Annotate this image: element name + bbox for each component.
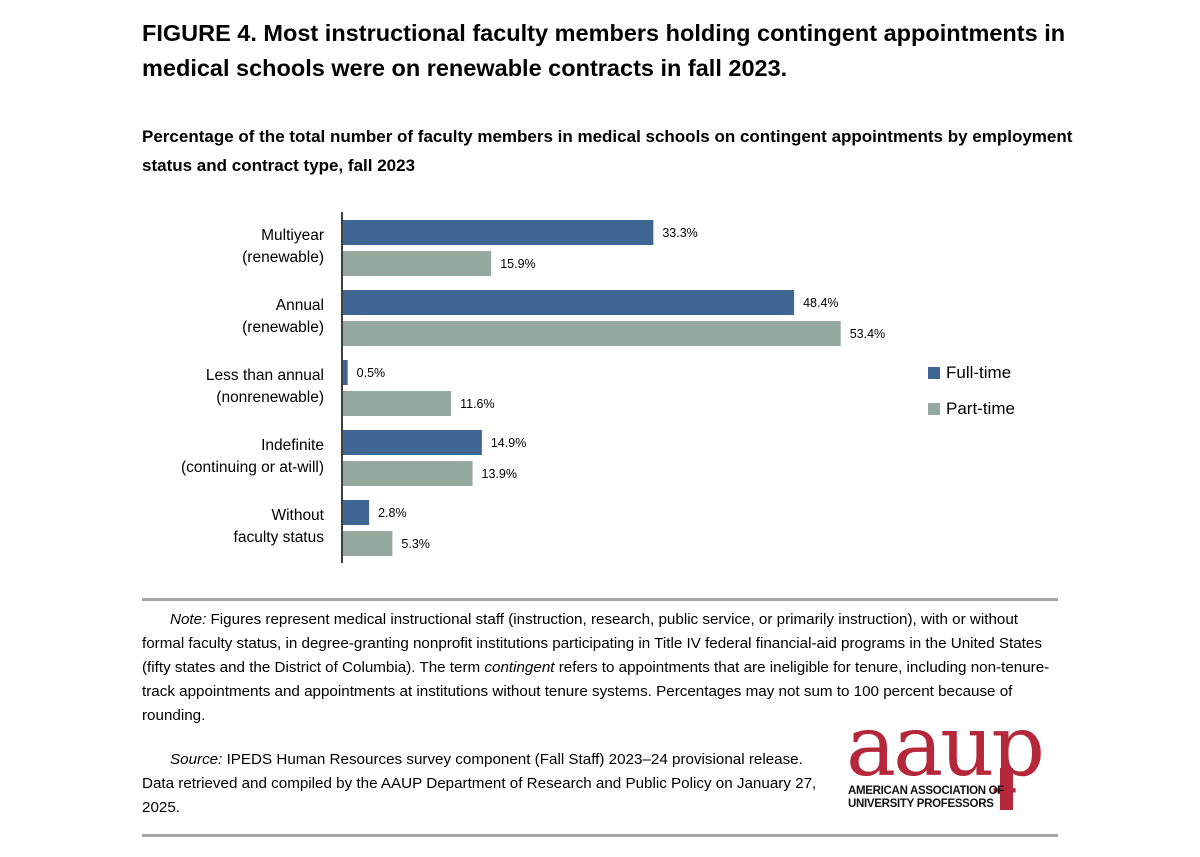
note-text-2: refers to appointments that are ineligib… xyxy=(142,659,1050,724)
aaup-logo: aaup AMERICAN ASSOCIATION OF UNIVERSITY … xyxy=(846,704,1062,818)
bar-full-time-indefinite xyxy=(343,430,482,455)
category-label-indefinite: Indefinite (continuing or at-will) xyxy=(130,435,324,479)
data-label-full-time-indefinite: 14.9% xyxy=(491,436,526,450)
data-label-full-time-annual: 48.4% xyxy=(803,296,838,310)
figure-title: FIGURE 4. Most instructional faculty mem… xyxy=(142,20,1066,81)
category-label-line: (renewable) xyxy=(242,249,324,266)
category-label-line: faculty status xyxy=(233,529,324,546)
category-label-line: (renewable) xyxy=(242,319,324,336)
category-label-line: Less than annual xyxy=(205,367,324,384)
bar-part-time-indefinite xyxy=(343,461,473,486)
note-paragraph: Note: Figures represent medical instruct… xyxy=(142,608,1062,728)
legend-swatch-part-time xyxy=(928,403,940,415)
category-label-line: (continuing or at-will) xyxy=(181,459,324,476)
bar-part-time-less-than-annual xyxy=(343,391,452,416)
note-label: Note: xyxy=(170,611,207,628)
category-label-line: Multiyear xyxy=(261,227,324,244)
bar-full-time-less-than-annual xyxy=(343,360,348,385)
legend-swatch-full-time xyxy=(928,367,940,379)
divider-bottom xyxy=(142,834,1058,837)
bar-part-time-multiyear xyxy=(343,251,492,276)
bar-full-time-without xyxy=(343,500,370,525)
data-label-part-time-without: 5.3% xyxy=(401,537,430,551)
logo-line-1: AMERICAN ASSOCIATION OF xyxy=(848,785,1005,797)
note-text-1: Figures represent medical instructional … xyxy=(142,611,1042,676)
note-emphasis: contingent xyxy=(484,659,555,676)
legend-label-full-time: Full-time xyxy=(946,363,1012,382)
category-label-line: Annual xyxy=(275,297,324,314)
source-label: Source: xyxy=(170,751,223,768)
category-label-annual: Annual (renewable) xyxy=(130,295,324,339)
data-label-part-time-multiyear: 15.9% xyxy=(500,257,535,271)
logo-bar xyxy=(1000,768,1013,810)
data-label-part-time-indefinite: 13.9% xyxy=(482,467,517,481)
legend: Full-time Part-time xyxy=(928,355,1015,427)
legend-label-part-time: Part-time xyxy=(946,399,1015,418)
bar-part-time-annual xyxy=(343,321,841,346)
logo-line-2: UNIVERSITY PROFESSORS xyxy=(848,798,994,810)
source-text: IPEDS Human Resources survey component (… xyxy=(142,751,817,816)
divider-top xyxy=(142,598,1058,601)
data-label-full-time-multiyear: 33.3% xyxy=(662,226,697,240)
bar-full-time-annual xyxy=(343,290,795,315)
bar-full-time-multiyear xyxy=(343,220,654,245)
data-label-part-time-annual: 53.4% xyxy=(850,327,885,341)
source-paragraph: Source: IPEDS Human Resources survey com… xyxy=(142,748,832,820)
data-label-full-time-less-than-annual: 0.5% xyxy=(357,366,386,380)
data-label-part-time-less-than-annual: 11.6% xyxy=(460,397,495,411)
chart-title: Percentage of the total number of facult… xyxy=(142,127,1073,175)
data-label-full-time-without: 2.8% xyxy=(378,506,407,520)
legend-item-full-time: Full-time xyxy=(928,355,1015,391)
bar-part-time-without xyxy=(343,531,393,556)
category-label-multiyear: Multiyear (renewable) xyxy=(130,225,324,269)
bar-chart: 33.3% 15.9% 48.4% 53.4% 0.5% 11.6% 14.9% 13.9% 2… xyxy=(341,212,885,563)
category-label-less-than-annual: Less than annual (nonrenewable) xyxy=(130,365,324,409)
category-label-line: (nonrenewable) xyxy=(216,389,324,406)
category-label-line: Without xyxy=(271,507,324,524)
category-label-without: Without faculty status xyxy=(130,505,324,549)
legend-item-part-time: Part-time xyxy=(928,391,1015,427)
category-label-line: Indefinite xyxy=(261,437,324,454)
